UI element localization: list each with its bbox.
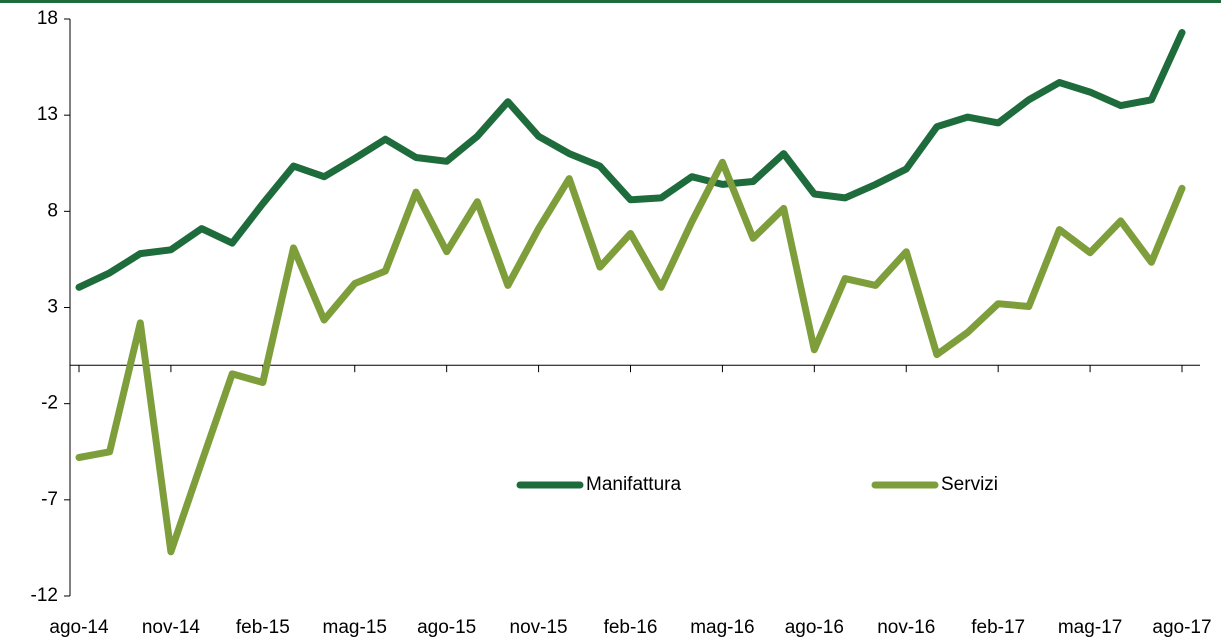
series-line [75, 29, 1186, 291]
x-tick-label: ago-16 [785, 617, 844, 638]
x-tick-label: nov-14 [142, 617, 201, 638]
legend-label: Manifattura [586, 474, 681, 495]
y-tick-label: -12 [31, 585, 58, 606]
series-line [75, 158, 1186, 556]
y-tick-label: 3 [47, 297, 58, 318]
top-border [0, 0, 1221, 3]
x-tick-label: feb-16 [604, 617, 658, 638]
y-tick-label: 8 [47, 200, 58, 221]
x-tick-label: ago-14 [49, 617, 109, 638]
x-tick-label: feb-17 [971, 617, 1025, 638]
x-tick-label: mag-17 [1058, 617, 1122, 638]
x-tick-label: nov-16 [877, 617, 935, 638]
x-tick-label: nov-15 [510, 617, 568, 638]
x-tick-label: mag-15 [323, 617, 387, 638]
x-tick-label: ago-15 [417, 617, 476, 638]
y-tick-label: -7 [41, 489, 58, 510]
y-tick-label: 18 [37, 8, 58, 29]
x-tick-label: mag-16 [690, 617, 754, 638]
y-tick-label: 13 [37, 104, 58, 125]
y-tick-label: -2 [41, 393, 58, 414]
x-tick-label: feb-15 [236, 617, 290, 638]
legend-label: Servizi [941, 474, 998, 495]
x-tick-label: ago-17 [1152, 617, 1211, 638]
